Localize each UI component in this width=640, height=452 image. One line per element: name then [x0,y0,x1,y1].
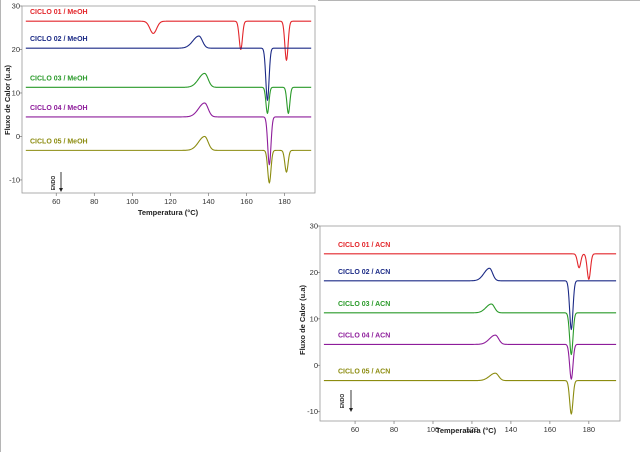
x-ticks: 60 80 100 120 140 160 180 [351,421,595,434]
endo-arrow-head [349,408,353,412]
series-label-3: CICLO 03 / ACN [338,301,390,308]
y-ticks: -10 0 10 20 30 [9,2,22,184]
x-tick-label: 100 [427,425,440,434]
series-labels: CICLO 01 / ACN CICLO 02 / ACN CICLO 03 / A… [338,242,390,376]
curves [323,253,617,415]
y-tick-label: 20 [12,45,20,54]
x-tick-label: 160 [240,197,253,206]
series-curve-4 [323,334,617,380]
x-tick-label: 80 [390,425,398,434]
x-axis-title: Temperatura (°C) [138,208,199,217]
series-curve-3 [25,72,312,114]
x-tick-label: 120 [164,197,177,206]
y-axis-title: Fluxo de Calor (u.a) [3,65,12,136]
x-tick-label: 140 [202,197,215,206]
series-curve-1 [25,20,312,61]
chart-acn: 60 80 100 120 140 160 180 -10 0 10 20 30 CICLO 01 … [298,222,621,435]
y-tick-label: -10 [9,175,20,184]
series-label-1: CICLO 01 / MeOH [30,9,88,16]
endo-arrow-head [59,188,63,192]
plot-frame [21,5,316,194]
x-tick-label: 100 [126,197,139,206]
series-curve-3 [323,303,617,356]
y-tick-label: 20 [310,268,318,277]
x-tick-label: 140 [505,425,518,434]
series-label-4: CICLO 04 / ACN [338,332,390,339]
series-label-5: CICLO 05 / ACN [338,369,390,376]
y-axis-title: Fluxo de Calor (u.a) [298,285,307,356]
series-curve-2 [25,35,312,101]
series-label-1: CICLO 01 / ACN [338,242,390,249]
series-curve-2 [323,267,617,331]
series-labels: CICLO 01 / MeOH CICLO 02 / MeOH CICLO 03 /… [30,9,88,145]
x-tick-label: 120 [466,425,479,434]
y-tick-label: 10 [310,314,318,323]
series-curve-4 [25,102,312,166]
y-ticks: -10 0 10 20 30 [307,222,320,416]
y-tick-label: 0 [16,132,20,141]
x-axis-title: Temperatura (°C) [436,426,497,435]
series-label-2: CICLO 02 / ACN [338,269,390,276]
y-tick-label: 0 [314,361,318,370]
series-curve-5 [25,135,312,184]
series-curve-1 [323,253,617,280]
x-ticks: 60 80 100 120 140 160 180 [52,193,291,206]
chart-meoh: 60 80 100 120 140 160 180 -10 0 10 20 30 CICLO 01 … [3,2,316,217]
endo-label: ENDO [340,394,346,409]
series-label-2: CICLO 02 / MeOH [30,36,88,43]
x-tick-label: 160 [544,425,557,434]
endo-label: ENDO [51,176,57,191]
y-tick-label: -10 [307,407,318,416]
x-tick-label: 180 [278,197,291,206]
x-tick-label: 80 [90,197,98,206]
series-label-4: CICLO 04 / MeOH [30,105,88,112]
series-curve-5 [323,372,617,415]
x-tick-label: 60 [351,425,359,434]
y-tick-label: 30 [310,222,318,231]
series-label-5: CICLO 05 / MeOH [30,138,88,145]
x-tick-label: 180 [583,425,596,434]
x-tick-label: 60 [52,197,60,206]
series-label-3: CICLO 03 / MeOH [30,75,88,82]
curves [25,20,312,184]
y-tick-label: 30 [12,2,20,11]
y-tick-label: 10 [12,88,20,97]
